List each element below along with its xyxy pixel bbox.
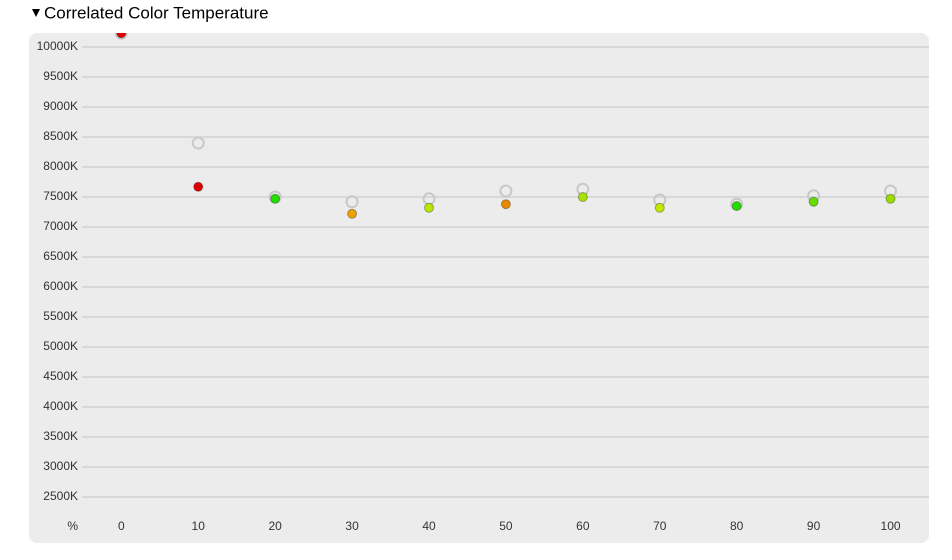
x-tick-label: 30 (345, 519, 359, 533)
y-tick-label: 7000K (43, 219, 78, 233)
x-tick-label: 70 (653, 519, 667, 533)
y-tick-label: 3000K (43, 459, 78, 473)
x-tick-label: 10 (192, 519, 206, 533)
reference-point (345, 195, 359, 209)
measured-point (347, 208, 358, 219)
reference-point (499, 184, 513, 198)
measured-point (577, 192, 588, 202)
reference-point (191, 136, 205, 150)
measured-point (193, 181, 204, 192)
y-tick-label: 8000K (43, 159, 78, 173)
y-tick-label: 2500K (43, 489, 78, 503)
measured-point (500, 199, 511, 210)
y-tick-label: 3500K (43, 429, 78, 443)
y-tick-label: 10000K (37, 39, 78, 53)
x-tick-label: 0 (118, 519, 125, 533)
y-tick-label: 4500K (43, 369, 78, 383)
y-tick-label: 9000K (43, 99, 78, 113)
y-tick-label: 7500K (43, 189, 78, 203)
measured-point (654, 202, 665, 213)
measured-point (424, 202, 434, 213)
y-tick-label: 4000K (43, 399, 78, 413)
x-tick-label: 40 (422, 519, 436, 533)
chart-title: Correlated Color Temperature (44, 3, 269, 22)
x-tick-label: 20 (268, 519, 282, 533)
plot-panel (29, 33, 929, 543)
measured-point (270, 193, 281, 204)
collapse-toggle[interactable] (32, 9, 40, 17)
measured-point (116, 33, 127, 39)
y-tick-label: 9500K (43, 69, 78, 83)
y-tick-label: 8500K (43, 129, 78, 143)
y-tick-label: 5000K (43, 339, 78, 353)
y-tick-label: 6500K (43, 249, 78, 263)
marks (114, 33, 898, 219)
x-tick-label: 100 (881, 519, 901, 533)
x-axis-label: % (67, 519, 78, 533)
y-tick-label: 6000K (43, 279, 78, 293)
x-tick-label: 80 (730, 519, 744, 533)
measured-point (885, 193, 896, 204)
measured-point (731, 201, 742, 211)
y-tick-label: 5500K (43, 309, 78, 323)
reference-point (114, 33, 128, 40)
x-tick-label: 50 (499, 519, 513, 533)
x-tick-label: 60 (576, 519, 590, 533)
x-tick-label: 90 (807, 519, 821, 533)
measured-point (808, 196, 819, 207)
